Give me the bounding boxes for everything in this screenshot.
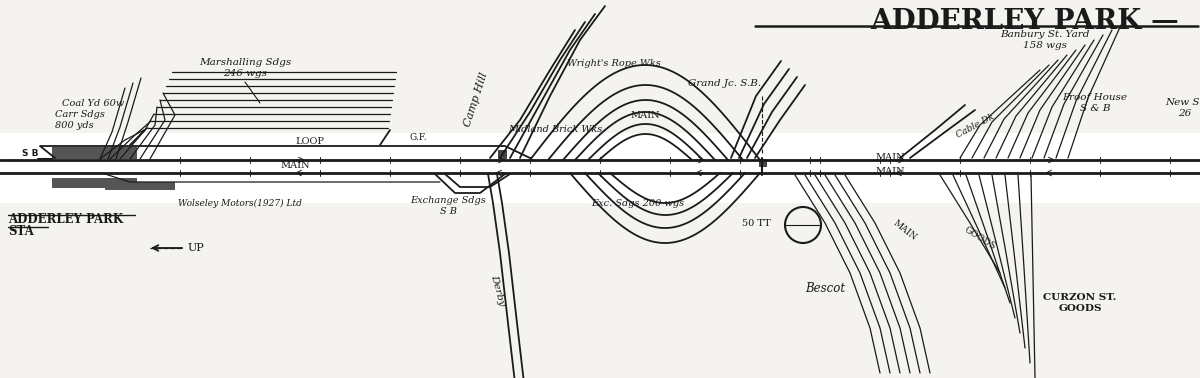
Text: S B: S B	[22, 150, 38, 158]
Text: Derby: Derby	[490, 273, 506, 307]
Text: LOOP: LOOP	[295, 138, 324, 147]
Text: MAIN: MAIN	[630, 112, 660, 121]
Text: Marshalling Sdgs
246 wgs: Marshalling Sdgs 246 wgs	[199, 58, 292, 78]
FancyBboxPatch shape	[52, 178, 137, 188]
Text: G.F.: G.F.	[409, 133, 427, 143]
FancyBboxPatch shape	[52, 147, 137, 159]
Text: Wolseley Motors(1927) Ltd: Wolseley Motors(1927) Ltd	[178, 198, 302, 208]
Text: Coal Yd 60w: Coal Yd 60w	[62, 99, 125, 107]
Text: GOODS: GOODS	[962, 225, 997, 251]
Text: CURZON ST.
GOODS: CURZON ST. GOODS	[1043, 293, 1117, 313]
Text: 50 TT: 50 TT	[743, 218, 772, 228]
Text: ADDERLEY PARK —: ADDERLEY PARK —	[870, 8, 1178, 35]
FancyBboxPatch shape	[760, 159, 766, 166]
FancyBboxPatch shape	[498, 150, 506, 158]
Text: MAIN: MAIN	[875, 153, 905, 163]
Text: Proof House
S & B: Proof House S & B	[1062, 93, 1128, 113]
Text: Exc. Sdgs 200 wgs: Exc. Sdgs 200 wgs	[592, 198, 684, 208]
Text: Cable Dk: Cable Dk	[954, 112, 996, 140]
Text: Bescot: Bescot	[805, 282, 845, 294]
FancyBboxPatch shape	[106, 182, 175, 190]
Text: Carr Sdgs
800 yds: Carr Sdgs 800 yds	[55, 110, 104, 130]
Text: Camp Hill: Camp Hill	[462, 71, 490, 129]
Text: Banbury St. Yard
158 wgs: Banbury St. Yard 158 wgs	[1001, 30, 1090, 50]
Text: STA: STA	[8, 225, 34, 238]
Text: MAIN: MAIN	[892, 218, 918, 242]
FancyBboxPatch shape	[0, 133, 1200, 203]
Text: ADDERLEY PARK: ADDERLEY PARK	[8, 213, 124, 226]
Text: Exchange Sdgs
S B: Exchange Sdgs S B	[410, 196, 486, 216]
Text: New St
26: New St 26	[1165, 98, 1200, 118]
Text: Midland Brick Wks: Midland Brick Wks	[508, 125, 602, 135]
Text: UP: UP	[188, 243, 205, 253]
Text: MAIN: MAIN	[280, 161, 310, 169]
Text: MAIN: MAIN	[875, 166, 905, 175]
Text: Grand Jc. S.B.: Grand Jc. S.B.	[689, 79, 762, 87]
Text: Wright's Rope Wks: Wright's Rope Wks	[568, 59, 661, 68]
